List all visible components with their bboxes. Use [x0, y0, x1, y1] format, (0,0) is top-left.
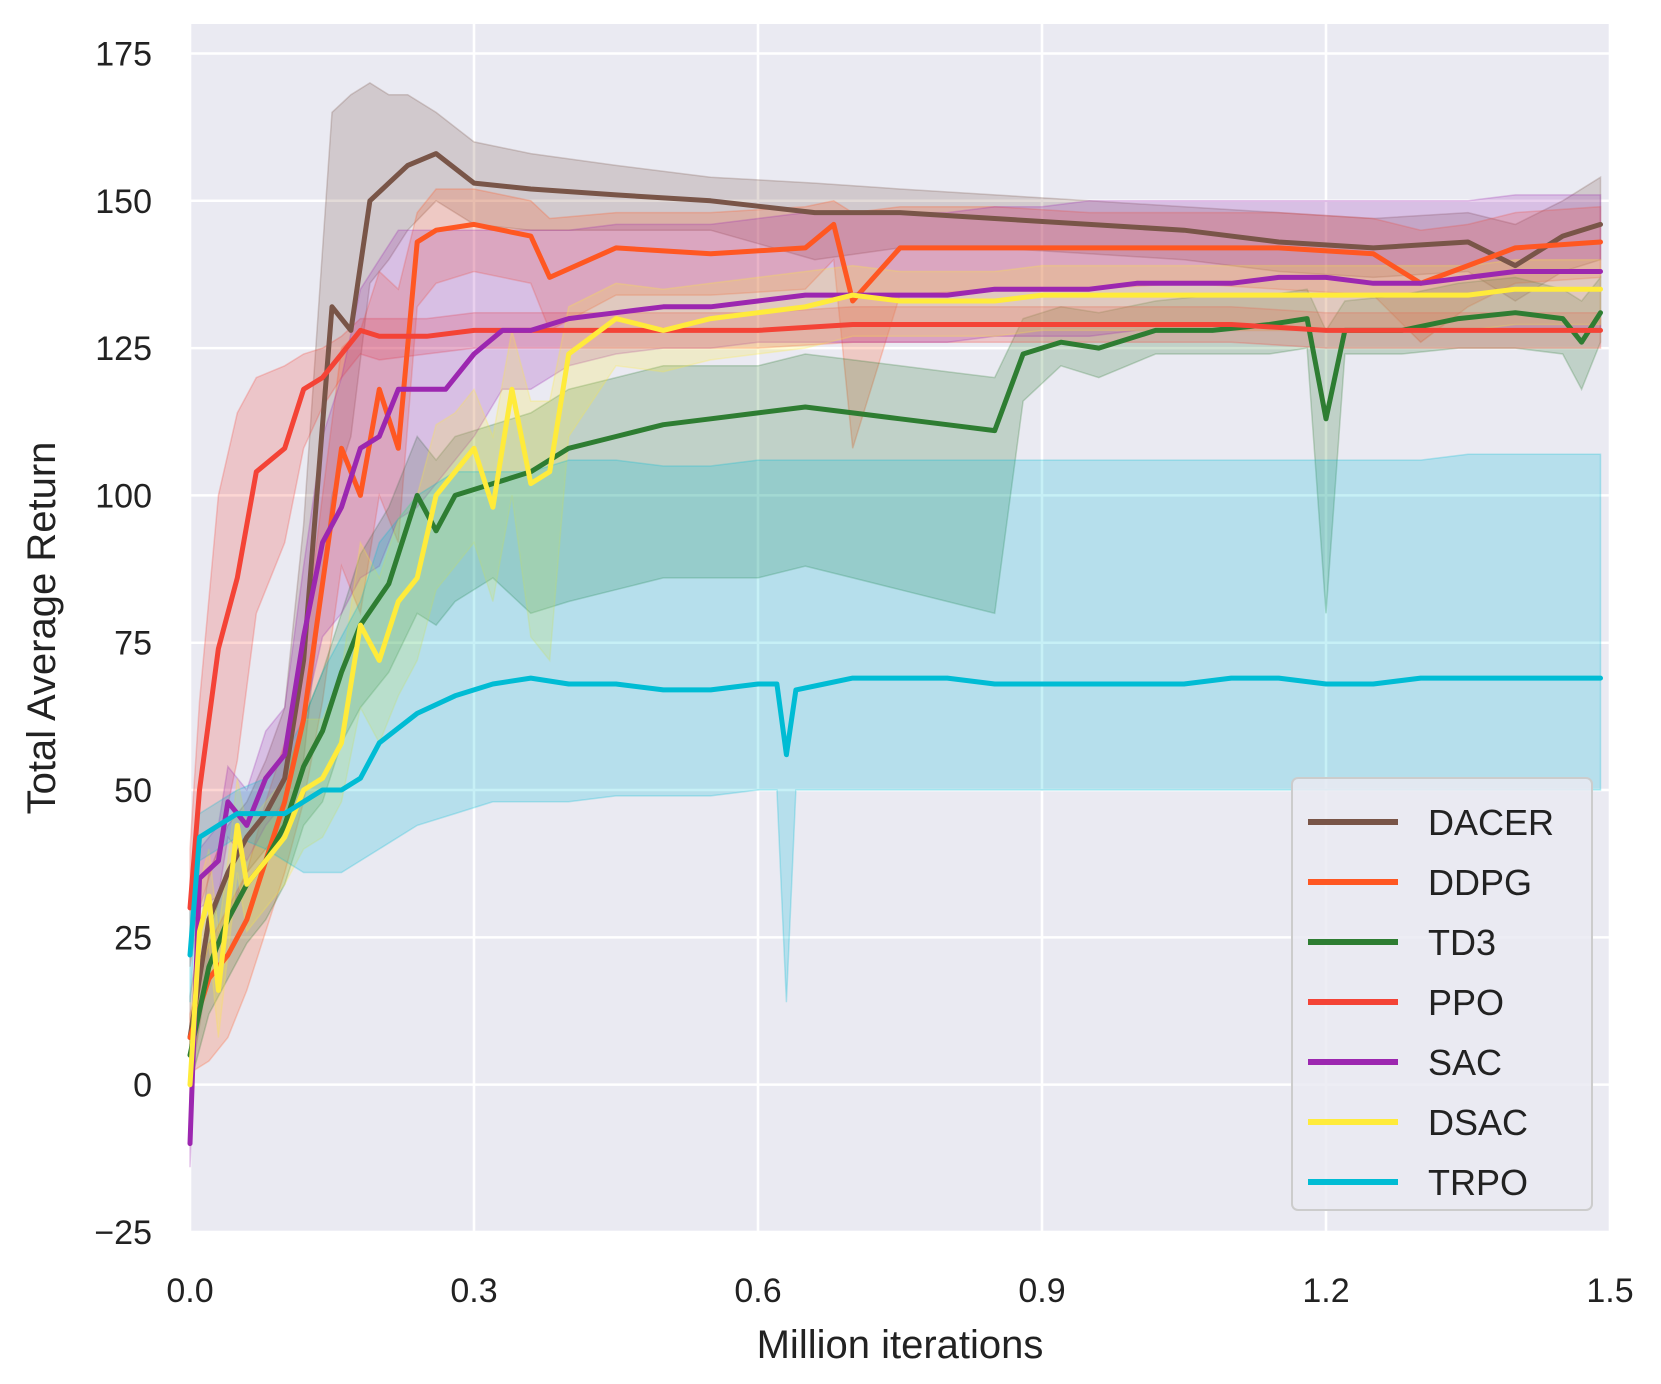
y-tick-label: 50 — [114, 772, 152, 810]
dsac-line — [187, 286, 1603, 1088]
dacer-band — [189, 82, 1602, 1085]
trpo-band — [189, 453, 1602, 1003]
legend-label-td3: TD3 — [1428, 922, 1496, 963]
y-tick-label: 100 — [95, 477, 152, 515]
legend-label-sac: SAC — [1428, 1042, 1502, 1083]
legend-label-dsac: DSAC — [1428, 1102, 1528, 1143]
legend-label-trpo: TRPO — [1428, 1162, 1528, 1203]
x-tick-label: 1.2 — [1302, 1272, 1349, 1310]
dacer-line — [187, 151, 1603, 1040]
sac-line — [187, 269, 1603, 1147]
ddpg-line — [187, 221, 1603, 1040]
y-tick-labels: −25 0 25 50 75 100 125 150 175 — [94, 35, 152, 1252]
td3-band — [189, 275, 1602, 1085]
y-tick-label: 175 — [95, 35, 152, 73]
legend: DACER DDPG TD3 PPO SAC DSAC TRPO — [1291, 777, 1593, 1211]
trpo-line — [187, 675, 1603, 958]
x-tick-label: 0.3 — [450, 1272, 497, 1310]
y-tick-label: −25 — [94, 1214, 152, 1252]
series-lines — [187, 151, 1603, 1147]
x-tick-label: 1.5 — [1586, 1272, 1633, 1310]
y-tick-label: 150 — [95, 183, 152, 221]
legend-label-ddpg: DDPG — [1428, 862, 1532, 903]
x-tick-labels: 0.0 0.3 0.6 0.9 1.2 1.5 — [166, 1272, 1633, 1310]
ppo-line — [187, 322, 1603, 911]
x-axis-title: Million iterations — [757, 1323, 1044, 1367]
td3-line — [187, 310, 1603, 1058]
y-tick-label: 125 — [95, 330, 152, 368]
y-tick-label: 0 — [133, 1067, 152, 1105]
y-axis-title: Total Average Return — [20, 442, 64, 815]
y-tick-label: 75 — [114, 625, 152, 663]
y-tick-label: 25 — [114, 919, 152, 957]
legend-label-dacer: DACER — [1428, 802, 1554, 843]
x-tick-label: 0.0 — [166, 1272, 213, 1310]
x-tick-label: 0.9 — [1018, 1272, 1065, 1310]
legend-box — [1291, 777, 1593, 1211]
x-tick-label: 0.6 — [734, 1272, 781, 1310]
legend-label-ppo: PPO — [1428, 982, 1504, 1023]
